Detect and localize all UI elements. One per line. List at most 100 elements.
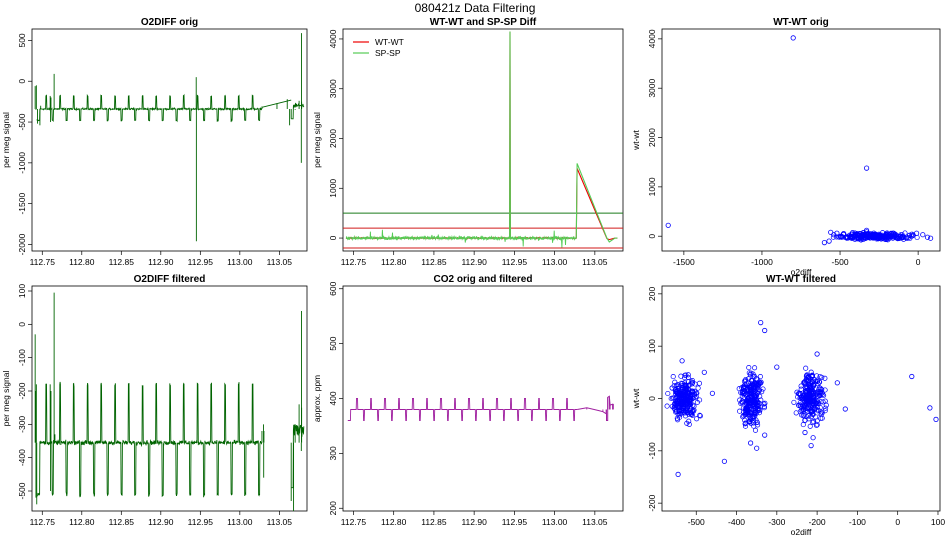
data-point [847, 233, 853, 239]
x-tick-label: 112.90 [148, 257, 174, 267]
data-point [736, 386, 742, 392]
data-point [804, 393, 810, 399]
data-point [686, 421, 692, 427]
data-point [805, 398, 811, 405]
data-point [805, 409, 811, 415]
data-point [682, 372, 688, 378]
y-tick-label: 0 [328, 235, 338, 240]
data-point [665, 222, 671, 228]
data-point [860, 236, 867, 242]
plot-frame [342, 28, 624, 252]
figure-title: 080421z Data Filtering [415, 1, 536, 15]
x-tick-label: -300 [768, 517, 785, 527]
data-point [751, 423, 757, 429]
data-point [692, 381, 698, 387]
data-point [685, 390, 691, 396]
data-point [821, 240, 828, 246]
data-point [688, 396, 694, 402]
x-axis-label: o2diff [791, 267, 812, 277]
data-point [790, 35, 796, 41]
data-point [750, 417, 756, 423]
data-point [753, 417, 759, 423]
data-point [809, 386, 815, 392]
y-axis-label: per meg signal [1, 371, 11, 427]
data-point [808, 442, 814, 449]
data-point [671, 395, 677, 401]
data-point [683, 385, 689, 391]
x-tick-label: 112.80 [381, 257, 407, 267]
data-point [804, 387, 810, 393]
data-point [709, 390, 716, 396]
x-tick-label: 112.95 [188, 257, 214, 267]
data-point [678, 380, 684, 386]
data-point [813, 422, 820, 429]
panel-wtwt-filtered: WT-WT filtered -500 -400 -300 -200 -100 0 100 20… [631, 274, 945, 537]
y-tick-label: 0 [17, 79, 27, 84]
data-point [687, 400, 693, 406]
data-point [682, 383, 688, 389]
data-point [753, 410, 759, 416]
data-point [811, 419, 817, 425]
data-point [697, 397, 703, 403]
data-point [902, 230, 908, 236]
x-tick-label: -400 [728, 517, 745, 527]
data-point [701, 369, 707, 375]
data-point [693, 390, 699, 396]
data-point [691, 403, 697, 409]
x-tick-label: 113.00 [227, 257, 253, 267]
data-point [823, 405, 829, 411]
data-point [754, 381, 760, 387]
series-line [36, 381, 263, 498]
x-tick-label: 112.75 [341, 257, 367, 267]
data-point [798, 383, 804, 389]
y-tick-label: 500 [17, 33, 27, 47]
data-point [751, 388, 757, 394]
data-point [697, 413, 703, 419]
data-point [742, 421, 748, 427]
data-point [721, 458, 728, 464]
data-point [802, 429, 808, 436]
y-tick-label: 4000 [328, 29, 338, 48]
data-point [758, 319, 764, 326]
y-tick-label: 300 [328, 446, 338, 460]
data-point [814, 373, 820, 379]
data-point [804, 390, 810, 396]
data-point [819, 390, 825, 396]
plot-area [34, 292, 305, 511]
data-point [924, 234, 931, 240]
data-point [697, 412, 703, 418]
x-tick-label: 113.05 [582, 257, 608, 267]
panel-o2diff-orig: O2DIFF orig 112.75 112.80 112.85 112.90 112.9… [1, 17, 308, 267]
plot-frame [31, 285, 308, 512]
data-point [816, 384, 822, 391]
y-axis-label: approx. ppm [312, 375, 322, 422]
y-tick-label: 0 [17, 322, 27, 327]
data-point [671, 404, 678, 410]
panel-title: O2DIFF orig [141, 17, 198, 28]
data-point [682, 413, 689, 419]
y-tick-label: -100 [17, 349, 27, 366]
x-tick-label: 112.80 [69, 257, 95, 267]
data-point [828, 229, 834, 235]
data-point [800, 422, 806, 428]
data-point [893, 233, 899, 240]
series-line [347, 398, 577, 421]
data-point [752, 394, 758, 400]
y-tick-label: -200 [17, 382, 27, 399]
data-point [830, 234, 836, 240]
data-point [753, 376, 759, 382]
series-line-SP-SP [346, 31, 618, 243]
x-tick-label: 112.90 [461, 517, 487, 527]
data-point [834, 230, 840, 236]
data-point [665, 390, 671, 397]
y-axis-label: per meg signal [312, 112, 322, 168]
y-tick-label: -100 [647, 442, 657, 459]
x-tick-label: 113.05 [267, 257, 293, 267]
y-tick-label: -500 [17, 482, 27, 499]
data-point [748, 391, 754, 397]
data-point [893, 232, 899, 238]
data-point [748, 394, 754, 400]
y-tick-label: -1000 [17, 152, 27, 174]
data-point [810, 419, 816, 425]
plot-area [347, 395, 614, 421]
